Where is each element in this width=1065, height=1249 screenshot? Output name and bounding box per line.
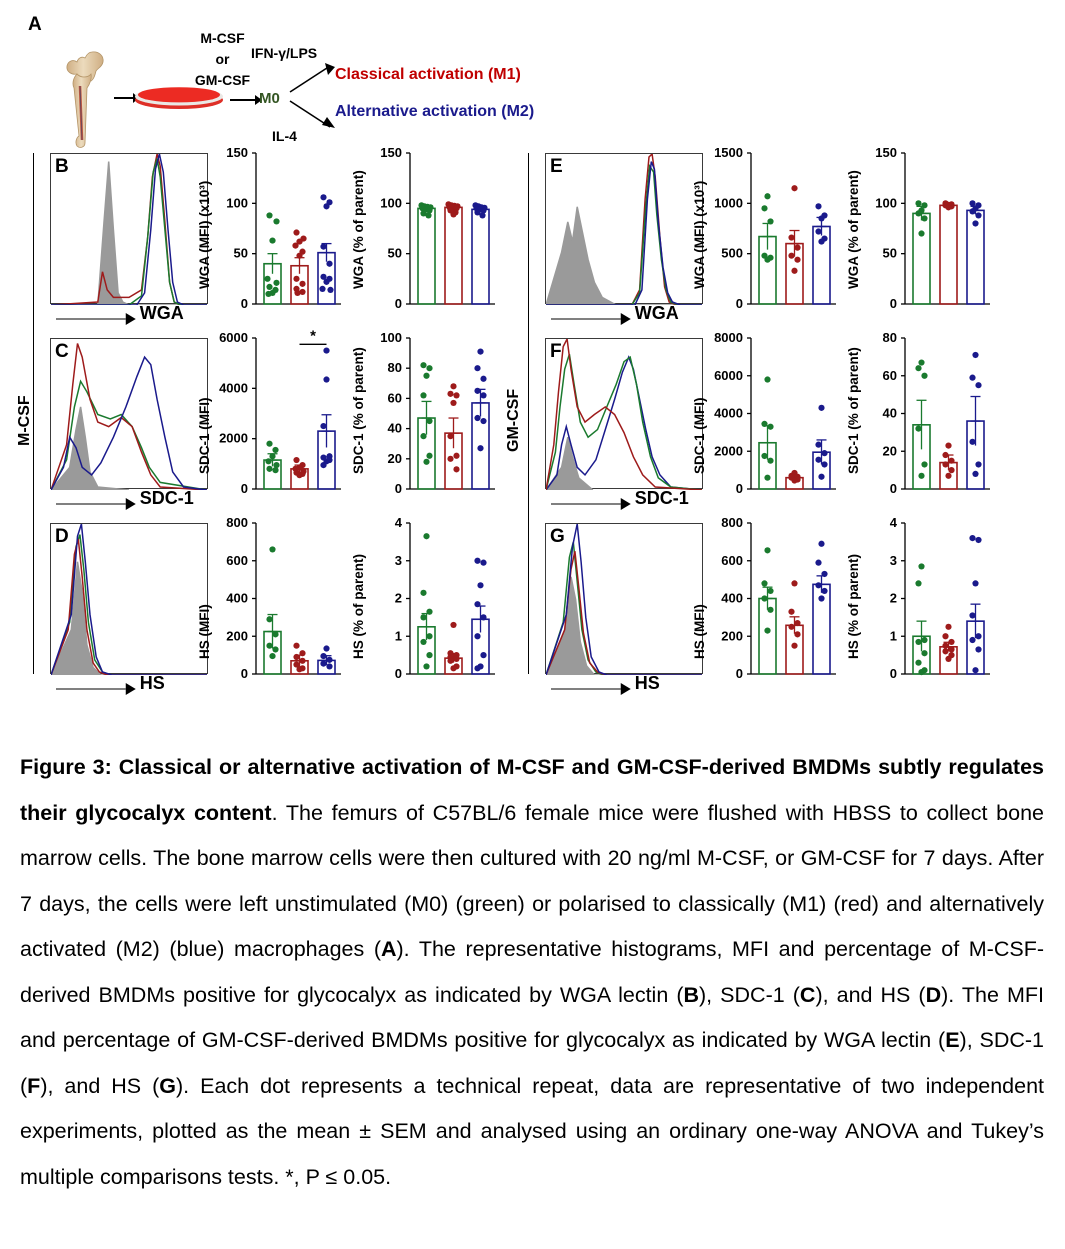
svg-text:40: 40	[883, 406, 897, 421]
svg-text:0: 0	[395, 481, 402, 496]
svg-text:150: 150	[380, 145, 402, 160]
svg-text:2: 2	[395, 591, 402, 606]
svg-text:2000: 2000	[219, 431, 248, 446]
svg-text:100: 100	[875, 195, 897, 210]
svg-text:0: 0	[736, 481, 743, 496]
svg-text:3: 3	[890, 553, 897, 568]
svg-text:0: 0	[241, 666, 248, 681]
svg-text:4: 4	[395, 515, 403, 530]
svg-text:150: 150	[226, 145, 248, 160]
svg-text:2000: 2000	[714, 443, 743, 458]
svg-text:100: 100	[380, 330, 402, 345]
svg-text:20: 20	[883, 443, 897, 458]
svg-text:2: 2	[890, 591, 897, 606]
svg-text:*: *	[310, 327, 316, 344]
svg-text:0: 0	[890, 666, 897, 681]
svg-text:1: 1	[395, 628, 402, 643]
svg-text:800: 800	[226, 515, 248, 530]
svg-text:0: 0	[241, 481, 248, 496]
svg-text:60: 60	[883, 368, 897, 383]
svg-text:100: 100	[226, 195, 248, 210]
svg-text:1: 1	[890, 628, 897, 643]
svg-text:80: 80	[388, 360, 402, 375]
svg-text:20: 20	[388, 451, 402, 466]
svg-text:80: 80	[883, 330, 897, 345]
svg-text:60: 60	[388, 390, 402, 405]
svg-text:0: 0	[736, 666, 743, 681]
svg-text:1000: 1000	[714, 195, 743, 210]
svg-text:100: 100	[380, 195, 402, 210]
svg-text:4: 4	[890, 515, 898, 530]
svg-text:0: 0	[395, 296, 402, 311]
svg-text:0: 0	[890, 296, 897, 311]
svg-text:1500: 1500	[714, 145, 743, 160]
svg-text:800: 800	[721, 515, 743, 530]
svg-text:0: 0	[736, 296, 743, 311]
svg-text:500: 500	[721, 246, 743, 261]
svg-text:8000: 8000	[714, 330, 743, 345]
svg-text:150: 150	[875, 145, 897, 160]
svg-text:0: 0	[395, 666, 402, 681]
svg-text:200: 200	[226, 628, 248, 643]
svg-text:3: 3	[395, 553, 402, 568]
svg-text:0: 0	[241, 296, 248, 311]
svg-text:400: 400	[226, 591, 248, 606]
svg-text:4000: 4000	[219, 380, 248, 395]
svg-text:50: 50	[234, 246, 248, 261]
svg-text:40: 40	[388, 421, 402, 436]
svg-text:4000: 4000	[714, 406, 743, 421]
svg-text:50: 50	[883, 246, 897, 261]
svg-text:6000: 6000	[219, 330, 248, 345]
svg-text:0: 0	[890, 481, 897, 496]
svg-text:400: 400	[721, 591, 743, 606]
svg-text:600: 600	[721, 553, 743, 568]
svg-text:600: 600	[226, 553, 248, 568]
svg-text:6000: 6000	[714, 368, 743, 383]
svg-text:50: 50	[388, 246, 402, 261]
svg-text:200: 200	[721, 628, 743, 643]
